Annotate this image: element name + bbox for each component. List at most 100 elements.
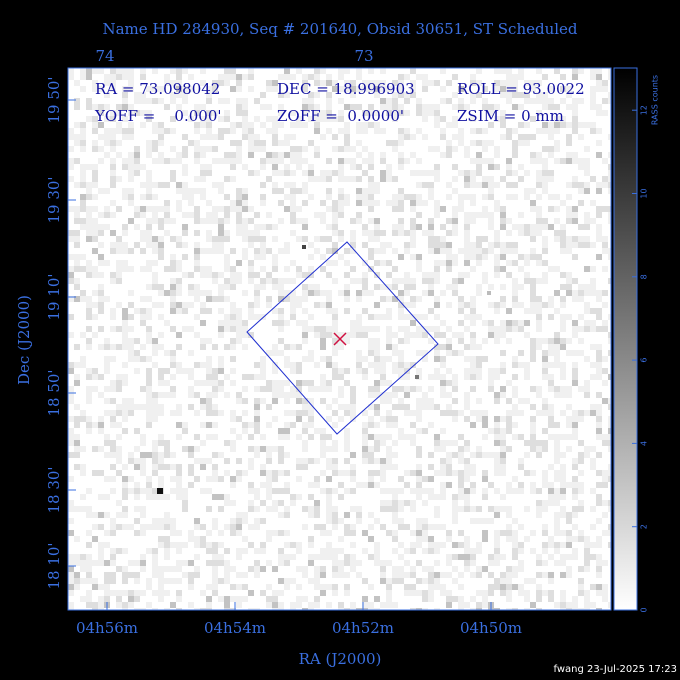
- pixel: [452, 308, 458, 314]
- pixel: [380, 182, 386, 188]
- pixel: [278, 290, 284, 296]
- pixel: [158, 122, 164, 128]
- pixel: [224, 302, 230, 308]
- pixel: [164, 374, 170, 380]
- pixel: [290, 272, 296, 278]
- pixel: [506, 278, 512, 284]
- pixel: [374, 296, 380, 302]
- pixel: [260, 200, 266, 206]
- pixel: [368, 176, 374, 182]
- pixel: [452, 194, 458, 200]
- pixel: [320, 170, 326, 176]
- pixel: [248, 332, 254, 338]
- pixel: [560, 194, 566, 200]
- pixel: [470, 80, 476, 86]
- pixel: [392, 74, 398, 80]
- pixel: [416, 98, 422, 104]
- pixel: [608, 374, 611, 380]
- pixel: [434, 290, 440, 296]
- pixel: [278, 116, 284, 122]
- pixel: [602, 248, 608, 254]
- pixel: [362, 272, 368, 278]
- pixel: [152, 320, 158, 326]
- pixel: [386, 68, 392, 74]
- pixel: [122, 86, 128, 92]
- pixel: [266, 146, 272, 152]
- pixel: [194, 338, 200, 344]
- pixel: [80, 392, 86, 398]
- pixel: [344, 362, 350, 368]
- pixel: [146, 176, 152, 182]
- pixel: [518, 92, 524, 98]
- pixel: [548, 326, 554, 332]
- pixel: [266, 152, 272, 158]
- pixel: [506, 254, 512, 260]
- pixel: [464, 152, 470, 158]
- pixel: [92, 200, 98, 206]
- pixel: [374, 98, 380, 104]
- pixel: [86, 122, 92, 128]
- pixel: [428, 224, 434, 230]
- pixel: [506, 374, 512, 380]
- pixel: [200, 98, 206, 104]
- pixel: [554, 242, 560, 248]
- pixel: [464, 248, 470, 254]
- pixel: [302, 326, 308, 332]
- pixel: [386, 392, 392, 398]
- pixel: [350, 344, 356, 350]
- pixel: [122, 200, 128, 206]
- pixel: [158, 242, 164, 248]
- pixel: [134, 224, 140, 230]
- pixel: [374, 152, 380, 158]
- pixel: [512, 278, 518, 284]
- pixel: [254, 116, 260, 122]
- pixel: [338, 152, 344, 158]
- pixel: [500, 92, 506, 98]
- pixel: [140, 98, 146, 104]
- pixel: [542, 182, 548, 188]
- pixel: [536, 92, 542, 98]
- pixel: [476, 386, 482, 392]
- pixel: [494, 326, 500, 332]
- pixel: [128, 338, 134, 344]
- pixel: [470, 188, 476, 194]
- pixel: [308, 164, 314, 170]
- pixel: [260, 122, 266, 128]
- pixel: [584, 242, 590, 248]
- pixel: [152, 200, 158, 206]
- pixel: [194, 362, 200, 368]
- pixel: [128, 374, 134, 380]
- pixel: [416, 254, 422, 260]
- pixel: [452, 140, 458, 146]
- pixel: [464, 200, 470, 206]
- pixel: [326, 314, 332, 320]
- pixel: [500, 368, 506, 374]
- pixel: [494, 356, 500, 362]
- pixel: [350, 74, 356, 80]
- pixel: [158, 176, 164, 182]
- pixel: [146, 140, 152, 146]
- pixel: [176, 230, 182, 236]
- pixel: [488, 200, 494, 206]
- pixel: [278, 224, 284, 230]
- pixel: [338, 290, 344, 296]
- pixel: [452, 92, 458, 98]
- pixel: [86, 116, 92, 122]
- pixel: [110, 326, 116, 332]
- pixel: [134, 392, 140, 398]
- pixel: [470, 104, 476, 110]
- pixel: [488, 254, 494, 260]
- pixel: [146, 326, 152, 332]
- pixel: [272, 170, 278, 176]
- pixel: [494, 92, 500, 98]
- pixel: [446, 302, 452, 308]
- pixel: [608, 242, 611, 248]
- pixel: [242, 380, 248, 386]
- pixel: [548, 320, 554, 326]
- pixel: [416, 182, 422, 188]
- pixel: [212, 266, 218, 272]
- pixel: [284, 380, 290, 386]
- pixel: [590, 182, 596, 188]
- pixel: [284, 128, 290, 134]
- pixel: [404, 218, 410, 224]
